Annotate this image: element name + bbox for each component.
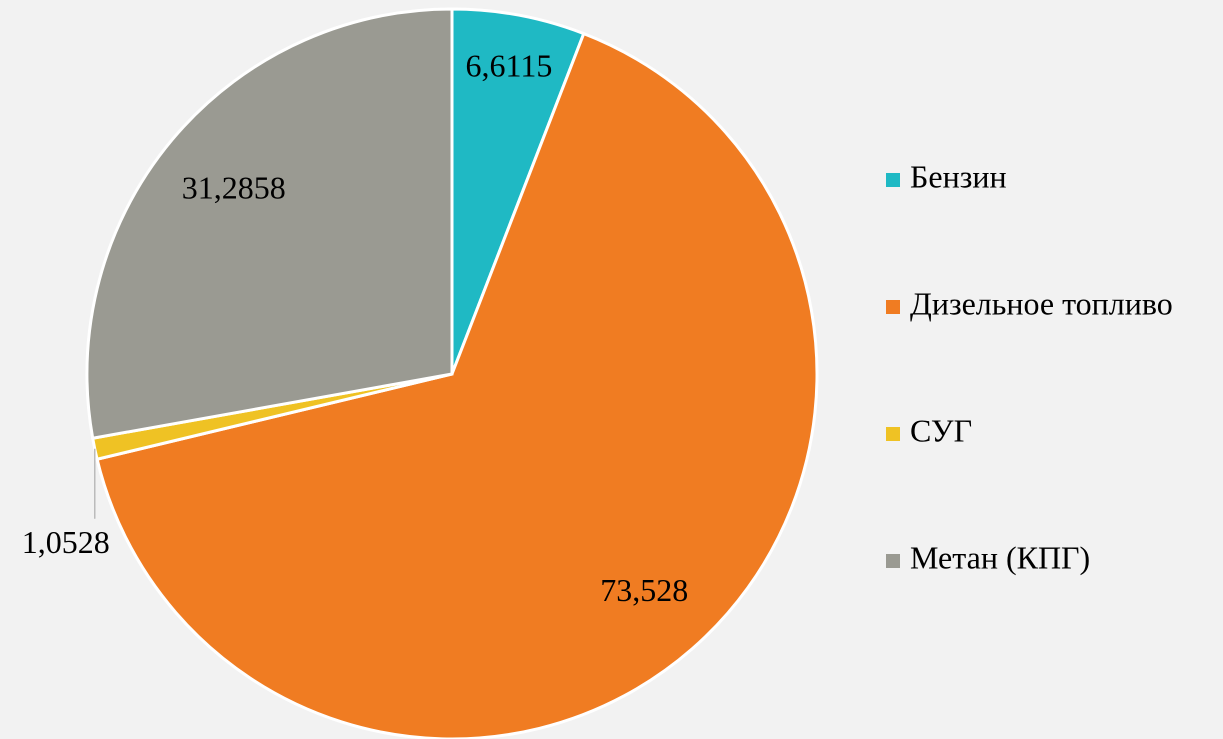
legend-label: СУГ [910,412,972,448]
legend-swatch [886,427,900,441]
data-label: 73,528 [600,572,688,608]
data-label: 1,0528 [22,524,110,560]
legend-label: Метан (КПГ) [910,539,1090,575]
pie-slice [95,31,819,739]
legend-swatch [886,300,900,314]
legend-swatch [886,173,900,187]
legend-swatch [886,554,900,568]
data-label: 6,6115 [466,47,553,83]
data-label: 31,2858 [182,170,286,206]
pie-slice [450,7,586,375]
legend-label: Дизельное топливо [910,285,1173,321]
legend-label: Бензин [910,158,1007,194]
pie-slice [85,7,454,440]
